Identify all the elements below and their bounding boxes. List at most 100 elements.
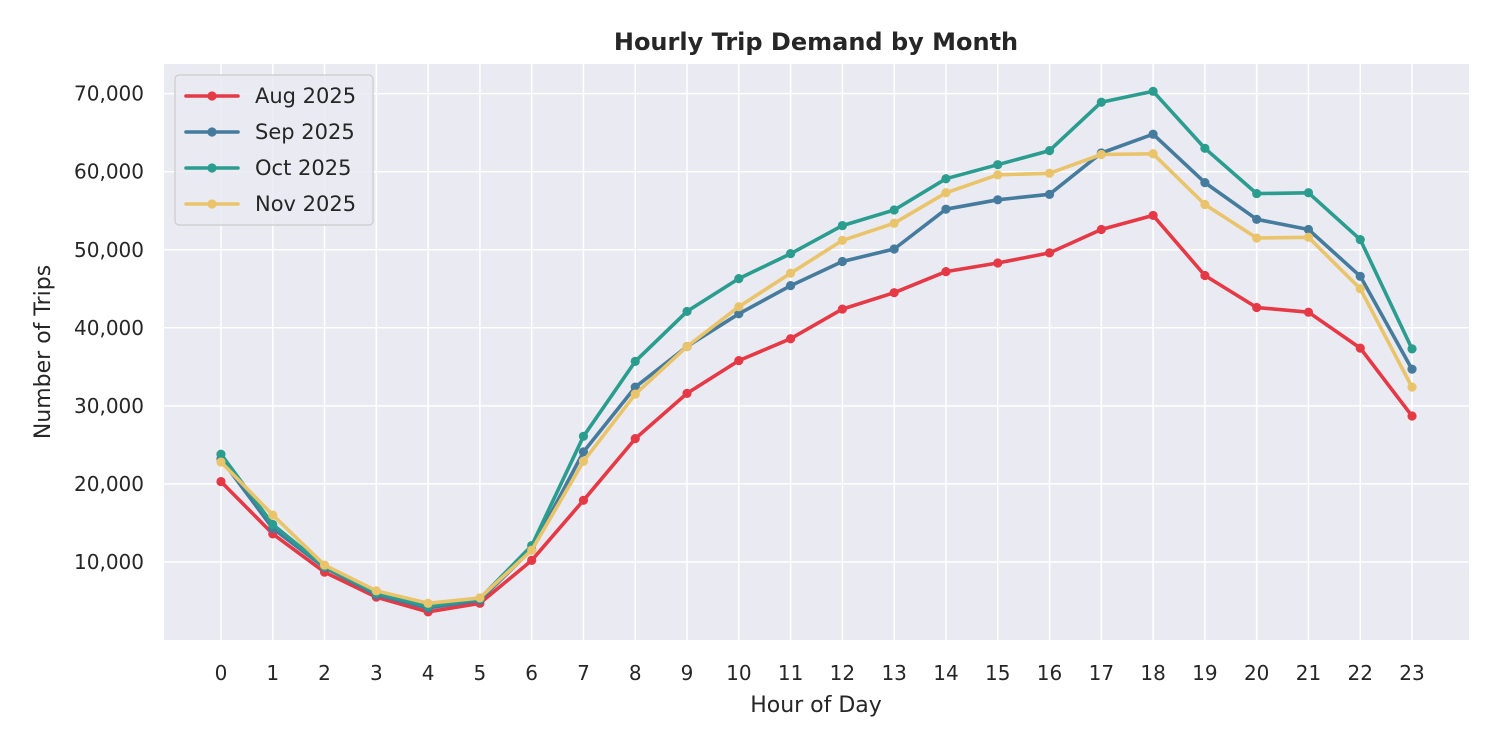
x-tick-label: 18 xyxy=(1140,661,1165,685)
data-point xyxy=(216,457,226,467)
x-tick-label: 2 xyxy=(318,661,331,685)
x-tick-label: 16 xyxy=(1037,661,1062,685)
data-point xyxy=(268,510,278,520)
data-point xyxy=(1252,302,1262,313)
data-point xyxy=(1044,189,1055,199)
legend-label: Nov 2025 xyxy=(255,192,356,216)
plot-area xyxy=(164,64,1469,640)
series-line xyxy=(219,152,1414,606)
data-point xyxy=(837,304,847,314)
x-tick-label: 9 xyxy=(681,661,694,685)
data-point xyxy=(941,174,951,184)
y-tick-label: 30,000 xyxy=(74,394,144,418)
data-point xyxy=(1200,199,1210,210)
data-point xyxy=(786,249,796,259)
x-tick-label: 23 xyxy=(1399,661,1424,685)
data-point xyxy=(1303,232,1314,242)
data-point xyxy=(1252,233,1262,243)
data-point xyxy=(1148,129,1158,139)
legend-item: Oct 2025 xyxy=(184,156,351,180)
data-point xyxy=(630,382,640,392)
data-point xyxy=(1044,248,1055,258)
x-tick-label: 13 xyxy=(881,661,906,685)
data-point xyxy=(993,170,1003,180)
x-tick-label: 0 xyxy=(215,661,228,685)
data-point xyxy=(630,389,640,399)
y-tick-label: 10,000 xyxy=(74,550,144,574)
data-point xyxy=(1096,97,1106,107)
x-tick-label: 5 xyxy=(474,661,487,685)
data-point xyxy=(889,218,899,228)
data-point xyxy=(1355,343,1365,353)
data-point xyxy=(1355,235,1365,245)
data-point xyxy=(1407,382,1417,392)
data-point xyxy=(630,356,640,366)
data-point xyxy=(1355,284,1365,294)
series-line xyxy=(219,89,1414,609)
data-point xyxy=(734,355,744,366)
x-tick-label: 12 xyxy=(830,661,855,685)
data-point xyxy=(993,160,1003,170)
data-point xyxy=(993,258,1003,268)
data-point xyxy=(1148,149,1158,159)
data-point xyxy=(941,204,951,214)
x-tick-label: 1 xyxy=(266,661,279,685)
data-point xyxy=(682,388,692,398)
data-point xyxy=(837,256,847,267)
data-point xyxy=(216,476,226,487)
legend-item: Aug 2025 xyxy=(184,84,356,108)
data-point xyxy=(682,341,692,352)
legend: Aug 2025 Sep 2025 Oct 2025 Nov 2025 xyxy=(174,74,374,226)
data-point xyxy=(1096,224,1106,235)
data-point xyxy=(1252,188,1262,199)
legend-box xyxy=(174,74,374,226)
x-tick-label: 11 xyxy=(778,661,803,685)
data-point xyxy=(1303,307,1314,317)
y-tick-label: 50,000 xyxy=(74,238,144,262)
x-tick-label: 3 xyxy=(370,661,383,685)
x-axis-ticks: 0 1 2 3 4 5 6 7 8 9 10 11 12 13 14 15 16 17 18 19 20 21 22 23 xyxy=(215,661,1425,685)
data-point xyxy=(1303,188,1314,198)
data-point xyxy=(630,434,640,444)
data-point xyxy=(786,334,796,344)
y-tick-label: 60,000 xyxy=(74,160,144,184)
data-point xyxy=(371,586,381,596)
data-point xyxy=(837,220,847,231)
data-point xyxy=(837,235,847,245)
data-point xyxy=(1303,224,1314,235)
data-point xyxy=(423,598,433,608)
data-point xyxy=(993,195,1003,205)
data-point xyxy=(475,593,485,603)
data-point xyxy=(1044,146,1055,156)
data-point xyxy=(1148,210,1158,221)
series-line xyxy=(219,213,1414,614)
data-point xyxy=(1200,143,1210,153)
y-axis-label: Number of Trips xyxy=(31,265,56,439)
y-axis-ticks: 10,000 20,000 30,000 40,000 50,000 60,000 70,0… xyxy=(74,82,144,574)
legend-swatch-marker xyxy=(207,127,217,137)
data-point xyxy=(682,306,692,317)
legend-label: Sep 2025 xyxy=(255,120,355,144)
data-point xyxy=(578,495,589,505)
x-tick-label: 7 xyxy=(577,661,590,685)
series-layer xyxy=(216,86,1417,617)
x-tick-label: 8 xyxy=(629,661,642,685)
data-point xyxy=(941,267,951,277)
data-point xyxy=(889,288,899,298)
data-point xyxy=(1252,214,1262,224)
data-point xyxy=(786,281,796,291)
data-point xyxy=(1355,271,1365,281)
data-point xyxy=(578,431,589,441)
data-point xyxy=(268,519,278,530)
x-tick-label: 10 xyxy=(726,661,751,685)
chart-title: Hourly Trip Demand by Month xyxy=(614,28,1018,56)
x-axis-label: Hour of Day xyxy=(750,693,882,718)
legend-swatch-marker xyxy=(207,91,217,101)
x-tick-label: 6 xyxy=(525,661,538,685)
data-point xyxy=(1044,168,1055,178)
legend-swatch-marker xyxy=(207,199,217,209)
data-point xyxy=(1096,149,1106,160)
legend-item: Nov 2025 xyxy=(184,192,356,216)
data-point xyxy=(319,560,330,570)
